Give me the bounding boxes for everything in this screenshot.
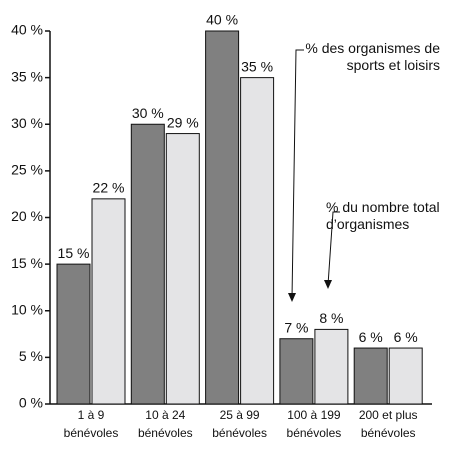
y-tick-label: 25 % [11,162,43,178]
x-tick-label: 200 et plus [359,408,418,422]
bar [205,30,240,405]
value-label: 15 % [58,245,90,261]
x-tick-label: bénévoles [64,426,119,440]
bar [240,77,275,405]
value-label: 30 % [132,105,164,121]
bar [388,347,423,405]
y-tick-label: 15 % [11,255,43,271]
bar [314,328,349,405]
bar [353,347,388,405]
legend-label: % du nombre total d’organismes [326,199,440,232]
value-label: 35 % [241,58,273,74]
value-label: 22 % [93,180,125,196]
legend-arrowhead [324,280,332,289]
x-tick-label: bénévoles [361,426,416,440]
bar [56,263,91,405]
y-tick-label: 40 % [11,22,43,38]
x-tick-label: 100 à 199 [287,408,341,422]
y-tick-label: 5 % [19,348,43,364]
y-tick-label: 20 % [11,208,43,224]
bar [279,338,314,405]
x-tick-label: bénévoles [212,426,267,440]
y-tick-label: 0 % [19,395,43,411]
x-tick-label: bénévoles [287,426,342,440]
legend-label: % des organismes de sports et loisirs [305,40,440,73]
value-label: 7 % [284,319,308,335]
x-tick-label: bénévoles [138,426,193,440]
value-label: 6 % [394,329,418,345]
y-tick-label: 30 % [11,115,43,131]
value-label: 29 % [167,114,199,130]
y-tick-label: 35 % [11,68,43,84]
value-label: 6 % [359,329,383,345]
x-tick-label: 25 à 99 [220,408,260,422]
legend-arrowhead [288,293,296,302]
x-tick-label: 1 à 9 [78,408,105,422]
bar [130,123,165,405]
y-tick-label: 10 % [11,301,43,317]
value-label: 8 % [319,310,343,326]
bar [91,198,126,405]
legend-arrow [291,49,304,299]
bar [165,133,200,405]
x-tick-label: 10 à 24 [145,408,185,422]
legend-arrow [327,211,340,286]
value-label: 40 % [206,12,238,28]
